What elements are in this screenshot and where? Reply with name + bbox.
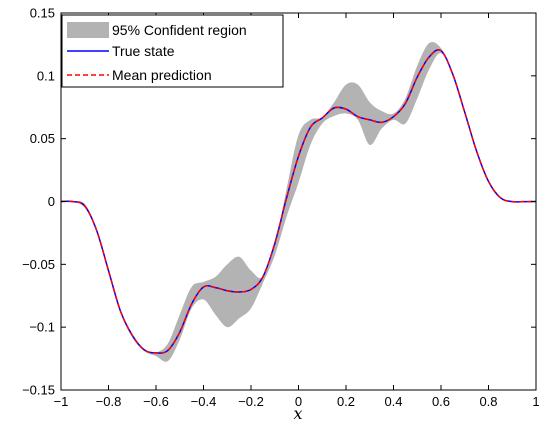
series-line-mean-prediction bbox=[61, 49, 536, 354]
y-tick-label: −0.15 bbox=[22, 383, 55, 398]
series-layer bbox=[61, 41, 536, 362]
legend-label-true-state: True state bbox=[112, 43, 175, 59]
x-tick-label: −1 bbox=[54, 394, 69, 409]
x-tick-label: 1 bbox=[532, 394, 539, 409]
x-tick-label: 0.6 bbox=[432, 394, 450, 409]
x-tick-label: −0.2 bbox=[238, 394, 264, 409]
x-tick-label: 0.8 bbox=[479, 394, 497, 409]
y-tick-label: 0 bbox=[48, 194, 55, 209]
y-tick-label: 0.15 bbox=[30, 6, 55, 21]
y-tick-label: −0.1 bbox=[29, 320, 55, 335]
legend-swatch-band bbox=[67, 22, 109, 38]
legend: 95% Confident region True state Mean pre… bbox=[61, 14, 284, 88]
y-tick-label: −0.05 bbox=[22, 257, 55, 272]
y-tick-label: 0.05 bbox=[30, 131, 55, 146]
x-tick-label: −0.6 bbox=[143, 394, 169, 409]
x-tick-label: −0.4 bbox=[191, 394, 217, 409]
x-tick-label: 0.4 bbox=[384, 394, 402, 409]
x-axis-label: x bbox=[293, 404, 302, 423]
x-tick-label: −0.8 bbox=[96, 394, 122, 409]
x-tick-label: 0.2 bbox=[337, 394, 355, 409]
y-tick-label: 0.1 bbox=[37, 68, 55, 83]
x-tick-label: 0 bbox=[295, 394, 302, 409]
series-band-confident-region bbox=[61, 41, 536, 362]
legend-label-band: 95% Confident region bbox=[112, 22, 247, 38]
legend-label-mean-prediction: Mean prediction bbox=[112, 67, 212, 83]
tick-layer: −1 −0.8 −0.6 −0.4 −0.2 0 0.2 0.4 0.6 0.8 1 −0.15 −0.… bbox=[22, 6, 539, 410]
series-line-true-state bbox=[61, 49, 536, 354]
